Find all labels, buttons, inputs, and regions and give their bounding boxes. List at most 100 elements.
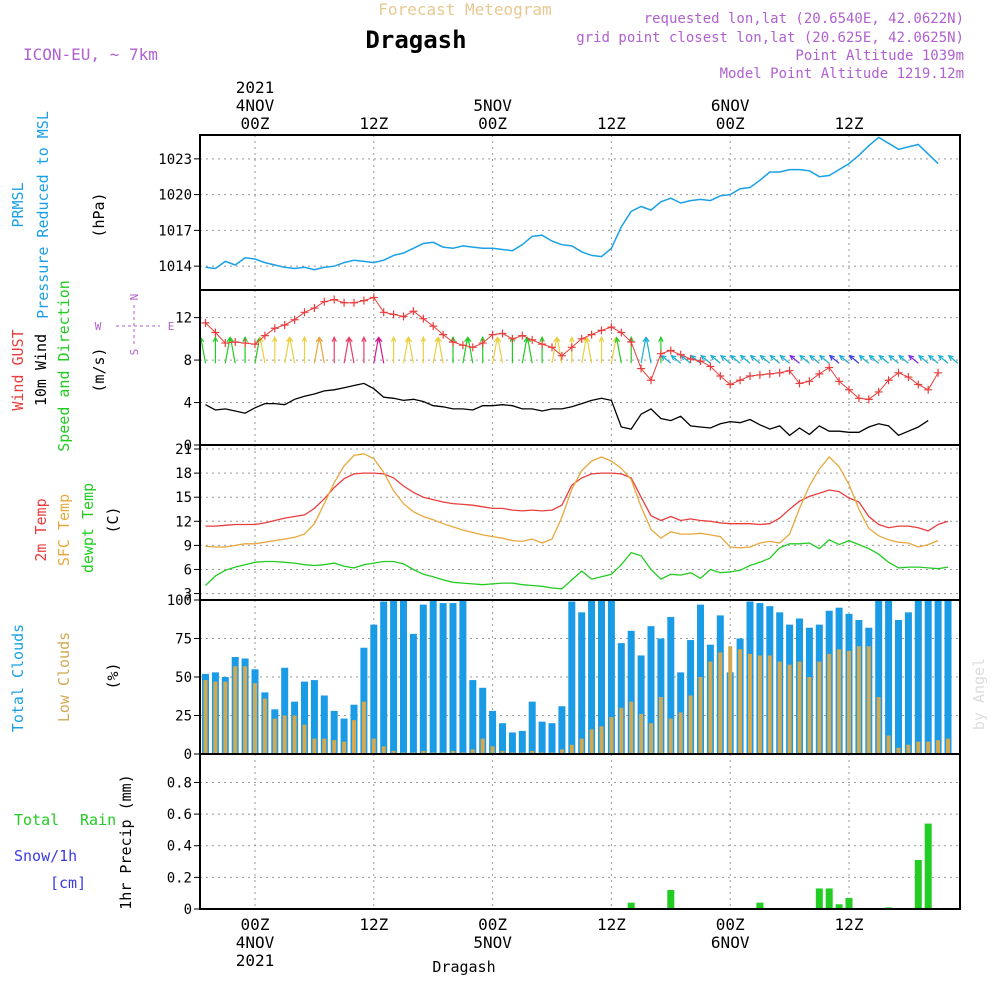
wind-arrow xyxy=(749,354,761,364)
low-cloud-bar xyxy=(827,653,832,754)
wind-arrow-head xyxy=(927,354,934,361)
low-cloud-bar xyxy=(322,738,327,754)
wind-arrow-shaft xyxy=(938,355,949,364)
gust-marker xyxy=(854,394,863,403)
low-cloud-bar xyxy=(302,724,307,754)
wind-arrow-shaft xyxy=(680,355,691,364)
wind-arrow-head xyxy=(361,335,367,343)
low-cloud-bar xyxy=(223,681,228,754)
wind-arrow xyxy=(301,335,308,364)
total-cloud-bar xyxy=(924,600,932,754)
label-total-clouds: Total Clouds xyxy=(9,624,27,732)
wind-arrow-shaft xyxy=(770,355,781,364)
wind-arrow xyxy=(406,336,414,364)
low-cloud-bar xyxy=(757,655,762,754)
gust-marker xyxy=(706,362,715,371)
wind-arrow xyxy=(462,336,470,364)
model-altitude: Model Point Altitude 1219.12m xyxy=(720,66,964,82)
wind-arrow-head xyxy=(598,335,605,343)
low-cloud-bar xyxy=(837,649,842,754)
rain-bar xyxy=(667,890,675,909)
gust-marker xyxy=(300,308,309,317)
wind-arrow xyxy=(212,335,219,364)
bottom-time-label: 12Z xyxy=(835,915,864,934)
total-cloud-bar xyxy=(598,600,605,754)
bottom-date-label: 5NOV xyxy=(473,933,512,952)
y-tick-label: 0.8 xyxy=(167,775,192,791)
top-date-label: 5NOV xyxy=(473,96,512,115)
low-cloud-bar xyxy=(203,680,208,754)
wind-arrow xyxy=(258,336,266,364)
low-cloud-bar xyxy=(728,646,733,754)
gust-marker xyxy=(765,369,774,378)
low-cloud-bar xyxy=(559,749,564,754)
panel-temperature: 3 6 9 12 15 18 21 xyxy=(175,442,960,603)
gust-marker xyxy=(231,338,240,347)
wind-arrow xyxy=(284,336,292,364)
wind-arrow xyxy=(347,336,355,364)
gust-marker xyxy=(389,310,398,319)
wind-arrow-shaft xyxy=(908,355,919,364)
compass-rose: W E N S xyxy=(95,294,175,356)
gust-marker xyxy=(221,339,230,348)
total-cloud-bar xyxy=(320,695,328,754)
panel-wind: 0 4 8 12 xyxy=(175,290,960,454)
gust-marker xyxy=(567,343,576,352)
gust-marker xyxy=(241,339,250,348)
wind-arrow-head xyxy=(301,335,308,343)
wind-arrow-shaft xyxy=(859,355,870,364)
point-altitude: Point Altitude 1039m xyxy=(795,48,964,64)
wind-arrow xyxy=(759,354,771,364)
wind-arrow xyxy=(317,336,325,364)
wind-arrow-head xyxy=(729,354,736,361)
label-speed-direction: Speed and Direction xyxy=(55,280,73,452)
wind-arrow-head xyxy=(749,354,756,361)
wind-arrow-head xyxy=(848,354,855,361)
label-prmsl: PRMSL xyxy=(9,182,27,227)
gust-marker xyxy=(587,330,596,339)
bottom-date-label: 6NOV xyxy=(711,933,750,952)
total-cloud-bar xyxy=(607,600,615,754)
panel-frame xyxy=(199,134,961,291)
wind-arrow xyxy=(927,354,939,364)
wind-arrow xyxy=(361,335,367,364)
wind-arrow xyxy=(495,336,504,364)
low-cloud-bar xyxy=(797,661,802,754)
bottom-date-label: 4NOV xyxy=(236,933,275,952)
wind-arrow-shaft xyxy=(408,337,414,364)
y-tick-label: 1014 xyxy=(158,259,192,275)
wind-arrow-head xyxy=(347,336,353,343)
y-tick-label: 1020 xyxy=(158,188,192,204)
low-cloud-bar xyxy=(589,729,594,754)
y-tick-label: 21 xyxy=(175,442,192,458)
wind-arrow xyxy=(585,336,593,364)
rain-bar xyxy=(627,902,635,909)
gust-marker xyxy=(290,315,299,324)
watermark: by Angel xyxy=(970,658,988,730)
rain-bar xyxy=(756,902,764,909)
wind-arrow-shaft xyxy=(526,337,533,364)
total-cloud-bar xyxy=(895,620,902,754)
wind-arrow-head xyxy=(420,335,427,343)
total-cloud-bar xyxy=(400,600,407,754)
wind-arrow xyxy=(660,354,672,364)
wind-arrow xyxy=(789,354,800,364)
label-1hr-precip: 1hr Precip (mm) xyxy=(117,774,135,909)
total-cloud-bar xyxy=(588,600,596,754)
low-cloud-bar xyxy=(886,735,891,754)
total-cloud-bar xyxy=(568,601,576,754)
wind-arrow-shaft xyxy=(779,355,790,364)
wind-arrow-shaft xyxy=(200,337,207,364)
low-cloud-bar xyxy=(856,646,861,754)
gust-marker xyxy=(815,369,824,378)
wind-arrow-shaft xyxy=(700,355,711,364)
wind-arrow-shaft xyxy=(586,337,593,364)
low-cloud-bar xyxy=(480,738,485,754)
low-cloud-bar xyxy=(213,681,218,754)
low-cloud-bar xyxy=(530,750,535,754)
total-cloud-bar xyxy=(340,718,348,754)
dewpoint-line xyxy=(205,539,949,590)
total-cloud-bar xyxy=(617,643,625,754)
low-cloud-bar xyxy=(599,726,604,754)
